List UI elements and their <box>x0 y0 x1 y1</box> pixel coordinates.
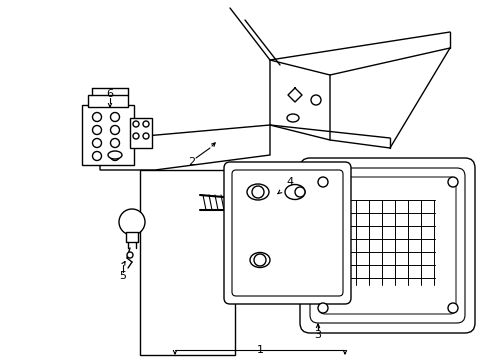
Circle shape <box>317 303 327 313</box>
Circle shape <box>294 187 305 197</box>
Text: 1: 1 <box>256 345 263 355</box>
Polygon shape <box>100 125 269 170</box>
Text: 5: 5 <box>119 271 126 281</box>
Ellipse shape <box>285 184 305 199</box>
Circle shape <box>447 177 457 187</box>
Circle shape <box>92 112 102 122</box>
Circle shape <box>110 126 119 135</box>
Circle shape <box>133 133 139 139</box>
Polygon shape <box>88 95 128 107</box>
Circle shape <box>127 252 133 258</box>
FancyBboxPatch shape <box>318 177 455 314</box>
Circle shape <box>92 139 102 148</box>
Circle shape <box>110 139 119 148</box>
Circle shape <box>92 126 102 135</box>
Text: 4: 4 <box>286 177 293 187</box>
Bar <box>140 170 235 355</box>
Circle shape <box>119 209 145 235</box>
Circle shape <box>133 121 139 127</box>
Circle shape <box>251 186 264 198</box>
FancyBboxPatch shape <box>231 170 342 296</box>
Circle shape <box>447 303 457 313</box>
Ellipse shape <box>286 114 298 122</box>
Ellipse shape <box>246 184 268 200</box>
Circle shape <box>317 177 327 187</box>
Polygon shape <box>269 60 329 140</box>
Ellipse shape <box>108 151 122 159</box>
Circle shape <box>253 254 265 266</box>
Text: 2: 2 <box>188 157 195 167</box>
Bar <box>126 232 138 242</box>
FancyBboxPatch shape <box>224 162 350 304</box>
Ellipse shape <box>249 252 269 267</box>
FancyBboxPatch shape <box>299 158 474 333</box>
FancyBboxPatch shape <box>309 168 464 323</box>
Bar <box>82 105 134 165</box>
Bar <box>130 118 152 148</box>
Text: 6: 6 <box>106 89 113 99</box>
Circle shape <box>142 121 149 127</box>
Circle shape <box>110 112 119 122</box>
Circle shape <box>92 152 102 161</box>
Circle shape <box>110 152 119 161</box>
Circle shape <box>142 133 149 139</box>
Text: 3: 3 <box>314 330 321 340</box>
Circle shape <box>310 95 320 105</box>
